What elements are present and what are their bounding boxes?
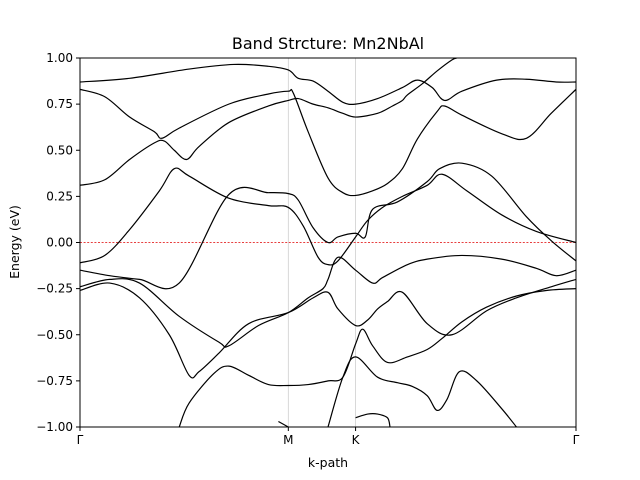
chart-title: Band Strcture: Mn2NbAl xyxy=(232,34,424,53)
band-3 xyxy=(80,58,458,186)
x-tick-label: M xyxy=(283,433,293,447)
band-8 xyxy=(178,288,576,427)
band-1 xyxy=(80,63,576,105)
y-tick-label: 0.25 xyxy=(46,189,73,203)
band-6 xyxy=(80,254,576,348)
y-tick-label: 0.00 xyxy=(46,236,73,250)
band-lines xyxy=(80,58,576,427)
y-tick-label: −0.25 xyxy=(36,282,73,296)
band-10 xyxy=(278,420,289,427)
y-tick-label: −0.50 xyxy=(36,328,73,342)
y-tick-label: 0.75 xyxy=(46,97,73,111)
y-tick-label: 1.00 xyxy=(46,51,73,65)
band-9 xyxy=(327,356,517,427)
band-4 xyxy=(80,167,576,266)
x-tick-label: Γ xyxy=(77,433,84,447)
band-11 xyxy=(355,413,391,427)
y-tick-label: 0.50 xyxy=(46,143,73,157)
x-axis-label: k-path xyxy=(308,455,348,470)
x-tick-label: K xyxy=(352,433,361,447)
y-tick-label: −1.00 xyxy=(36,420,73,434)
y-axis-ticks: −1.00 −0.75 −0.50 −0.25 0.00 0.25 0.50 0.75 1.00 xyxy=(36,51,80,434)
y-tick-label: −0.75 xyxy=(36,374,73,388)
y-axis-label: Energy (eV) xyxy=(7,205,22,279)
band-7 xyxy=(80,278,576,379)
band-2 xyxy=(80,88,576,197)
x-tick-label: Γ xyxy=(573,433,580,447)
band-5 xyxy=(80,162,576,290)
